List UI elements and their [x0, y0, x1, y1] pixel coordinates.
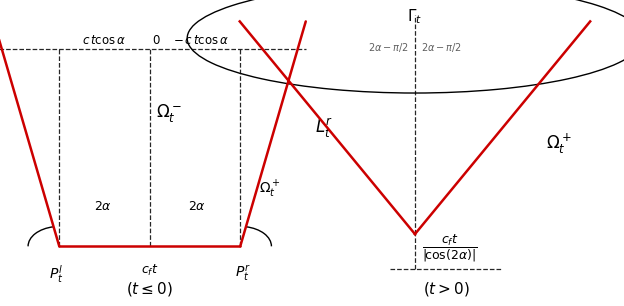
Text: $(t>0)$: $(t>0)$: [422, 280, 470, 298]
Text: $2\alpha$: $2\alpha$: [188, 200, 205, 213]
Text: $-\,c\,t\cos\alpha$: $-\,c\,t\cos\alpha$: [173, 35, 229, 47]
Text: $2\alpha$: $2\alpha$: [94, 200, 112, 213]
Text: $L_t^r$: $L_t^r$: [315, 117, 333, 140]
Text: $c_f t$: $c_f t$: [141, 263, 158, 278]
Text: $\dfrac{c_f t}{|\!\cos(2\alpha)|}$: $\dfrac{c_f t}{|\!\cos(2\alpha)|}$: [422, 233, 478, 263]
Text: $0$: $0$: [152, 35, 160, 47]
Text: $c\,t\cos\alpha$: $c\,t\cos\alpha$: [82, 35, 127, 47]
Text: $2\alpha-\pi/2$: $2\alpha-\pi/2$: [421, 41, 462, 54]
Text: $2\alpha-\pi/2$: $2\alpha-\pi/2$: [368, 41, 409, 54]
Text: $P_t^r$: $P_t^r$: [235, 263, 251, 283]
Text: $\Omega_t^-$: $\Omega_t^-$: [155, 102, 182, 124]
Text: $(t\leq 0)$: $(t\leq 0)$: [126, 280, 173, 298]
Text: $\Omega_t^+$: $\Omega_t^+$: [259, 179, 281, 200]
Text: $\Omega_t^+$: $\Omega_t^+$: [545, 132, 572, 156]
Text: $\Gamma_t$: $\Gamma_t$: [407, 8, 422, 26]
Text: $P_t^l$: $P_t^l$: [49, 263, 64, 285]
